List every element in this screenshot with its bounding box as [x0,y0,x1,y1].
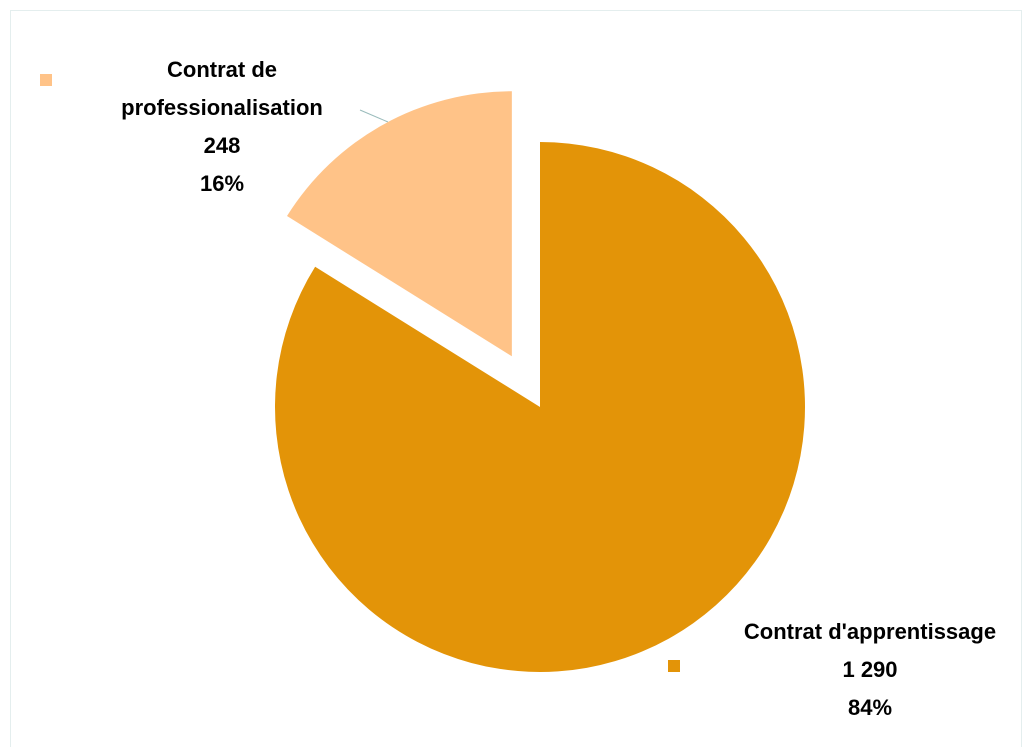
category-label: Contrat d'apprentissage [743,619,997,644]
percent-label: 16% [199,171,245,196]
category-label: Contrat de professionalisation [121,57,323,120]
value-label: 248 [203,133,241,158]
value-label: 1 290 [842,657,898,682]
data-label: Contrat de professionalisation 248 16% [72,51,372,203]
percent-label: 84% [847,695,893,720]
legend-marker [40,74,52,86]
data-label: Contrat d'apprentissage 1 290 84% [720,613,1020,727]
leader-line [359,109,389,123]
legend-marker [668,660,680,672]
chart-frame [10,10,1022,747]
pie-slice [287,91,512,357]
pie-slice [275,142,805,672]
